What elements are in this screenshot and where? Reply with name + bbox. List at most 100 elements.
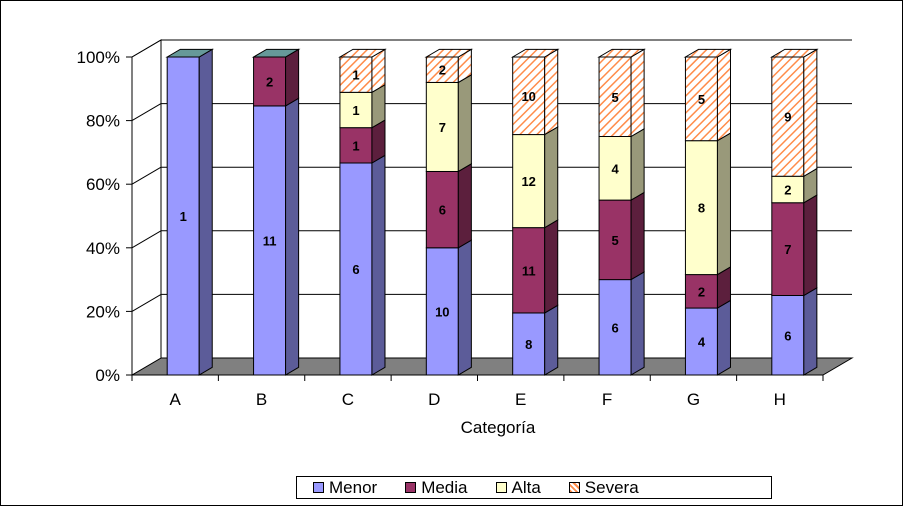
bar-side — [630, 271, 645, 376]
chart-side-wall — [131, 39, 162, 376]
bar-side — [716, 48, 731, 142]
bar-side — [457, 162, 472, 249]
bar-front — [425, 170, 459, 249]
bar-top — [597, 48, 646, 58]
bar-front — [684, 56, 718, 142]
data-label: 10 — [435, 304, 449, 319]
legend-item-media: Media — [405, 478, 468, 498]
bar-segment-menor — [425, 239, 472, 376]
bar-segment-menor — [771, 286, 818, 376]
y-tick-label: 60% — [86, 175, 120, 194]
bar-side — [371, 154, 386, 376]
data-label: 1 — [352, 68, 359, 83]
bar-front — [771, 175, 805, 204]
data-label: 4 — [698, 335, 706, 350]
bar-segment-alta — [684, 132, 731, 276]
data-label: 4 — [611, 161, 619, 176]
bar-front — [598, 56, 632, 137]
data-label: 6 — [439, 203, 446, 218]
legend-label: Alta — [511, 477, 541, 497]
gridline-depth — [131, 230, 162, 249]
x-axis-title: Categoría — [461, 418, 536, 437]
bar-segment-menor — [253, 97, 300, 376]
bar-segment-media — [684, 266, 731, 309]
bar-segment-media — [771, 194, 818, 297]
bar-segment-severa — [424, 48, 474, 84]
bar-top — [338, 48, 387, 58]
bar-side — [285, 48, 300, 107]
bar-segment-severa — [683, 48, 733, 142]
bar-segment-media — [512, 219, 559, 314]
bar-segment-media — [251, 48, 301, 107]
bar-side — [544, 219, 559, 314]
bar-side — [803, 286, 818, 376]
bar-front — [684, 140, 718, 276]
bar-segment-alta — [425, 73, 472, 173]
data-label: 9 — [784, 110, 791, 125]
bar-front — [339, 91, 373, 129]
y-tick-label: 0% — [95, 366, 120, 385]
data-label: 11 — [522, 263, 536, 278]
bar-top — [251, 48, 301, 58]
bar-side — [630, 127, 645, 201]
bar-side — [285, 97, 300, 376]
bar-top — [769, 48, 819, 58]
data-label: 2 — [439, 63, 446, 78]
bar-side — [716, 299, 731, 376]
legend: Menor Media Alta Severa — [296, 476, 772, 499]
legend-item-alta: Alta — [495, 477, 541, 498]
bar-segment-severa — [597, 48, 646, 138]
data-label: 11 — [263, 233, 277, 248]
bar-segment-alta — [598, 127, 645, 201]
bar-front — [166, 56, 200, 376]
bar-front — [512, 134, 546, 229]
legend-item-menor: Menor — [313, 478, 377, 498]
axes: 0% 20% 40% 60% 80% 100% A B C D E F G H — [77, 48, 824, 409]
bar-front — [684, 274, 718, 309]
bar-side — [716, 132, 731, 276]
x-tick-label: F — [602, 390, 612, 409]
bar-side — [630, 191, 645, 281]
bar-side — [544, 48, 559, 136]
bar-side — [457, 239, 472, 376]
data-label: 1 — [352, 103, 359, 118]
data-label: 2 — [698, 284, 705, 299]
data-label: 7 — [439, 120, 446, 135]
bar-segment-severa — [338, 48, 387, 94]
bar-segment-alta — [339, 83, 386, 129]
gridline-depth — [131, 103, 162, 122]
y-tick-label: 40% — [86, 239, 120, 258]
data-label: 12 — [521, 174, 535, 189]
bar-side — [803, 194, 818, 297]
bar-segment-severa — [769, 48, 819, 178]
bar-segment-menor — [339, 154, 386, 376]
x-tick-label: G — [687, 390, 700, 409]
legend-swatch — [495, 482, 507, 493]
bar-segment-menor — [512, 304, 559, 376]
y-tick-label: 100% — [77, 48, 120, 67]
data-label: 8 — [698, 201, 705, 216]
x-tick-label: H — [774, 390, 786, 409]
bar-segment-menor — [684, 299, 731, 376]
y-tick-label: 80% — [86, 112, 120, 131]
data-label: 10 — [521, 89, 535, 104]
bar-front — [512, 312, 546, 376]
data-label: 1 — [180, 209, 187, 224]
bar-front — [512, 227, 546, 314]
data-label: 7 — [784, 242, 791, 257]
data-label: 6 — [611, 320, 618, 335]
bars — [165, 48, 819, 376]
gridline-depth — [131, 166, 162, 185]
gridline-depth — [131, 293, 162, 312]
data-label: 5 — [611, 90, 618, 105]
bar-front — [684, 307, 718, 376]
legend-swatch — [313, 482, 324, 493]
bar-segment-alta — [512, 126, 559, 229]
bar-segment-media — [425, 162, 472, 249]
bar-front — [425, 81, 459, 172]
bar-segment-menor — [165, 48, 215, 376]
bar-side — [544, 126, 559, 229]
chart-floor — [130, 357, 854, 376]
y-tick-label: 20% — [86, 302, 120, 321]
